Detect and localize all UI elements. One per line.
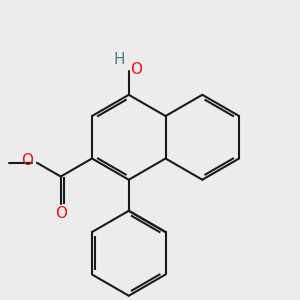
Text: O: O: [130, 62, 142, 77]
Text: H: H: [114, 52, 125, 67]
Text: O: O: [22, 153, 34, 168]
Text: O: O: [55, 206, 67, 221]
